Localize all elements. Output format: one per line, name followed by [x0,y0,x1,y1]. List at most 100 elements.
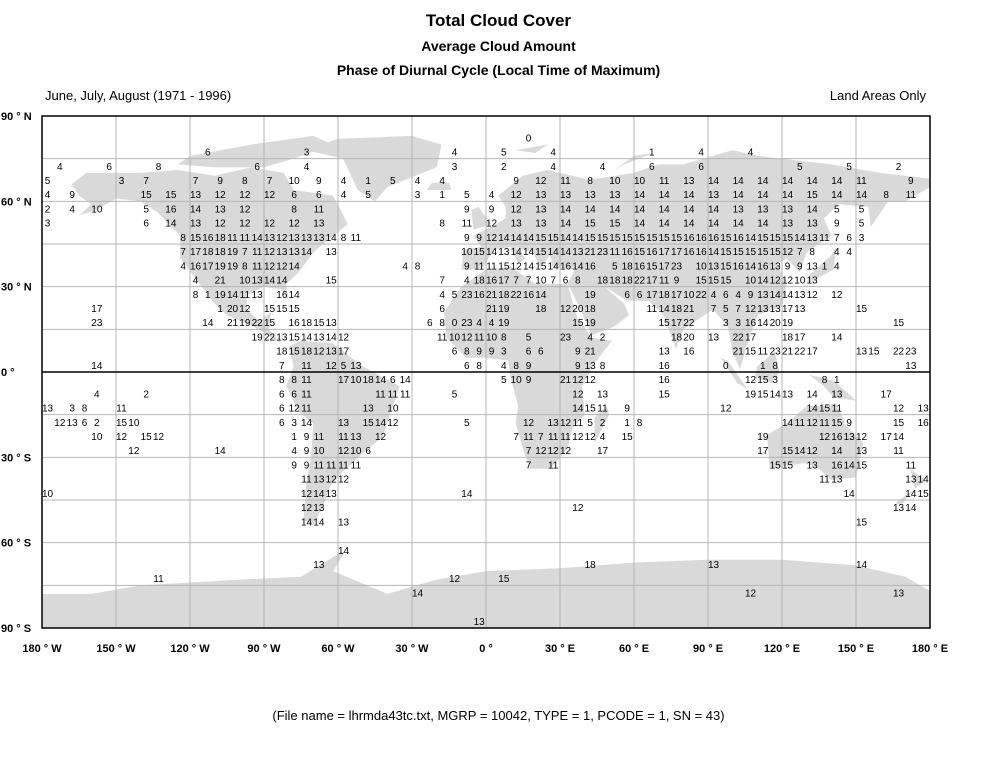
cell-value: 14 [893,432,905,443]
cell-value: 10 [91,432,103,443]
cell-value: 14 [461,489,473,500]
cell-value: 13 [190,219,202,230]
cell-value: 11 [326,460,337,471]
cell-value: 13 [313,233,325,244]
cell-value: 13 [252,290,264,301]
landmass [895,468,926,506]
cell-value: 15 [893,418,905,429]
cell-value: 13 [708,560,720,571]
cell-value: 11 [375,389,386,400]
cell-value: 21 [585,247,597,258]
cell-value: 12 [782,247,794,258]
cell-value: 11 [116,404,127,415]
cell-value: 15 [696,276,708,287]
cell-value: 8 [439,318,445,329]
cell-value: 11 [351,460,362,471]
cell-value: 14 [794,233,806,244]
cell-value: 13 [807,233,819,244]
cell-value: 6 [464,361,470,372]
cell-value: 19 [745,389,757,400]
cell-value: 16 [165,204,177,215]
cell-value: 10 [683,290,695,301]
file-info-footer: (File name = lhrmda43tc.txt, MGRP = 1004… [272,708,725,723]
cell-value: 15 [757,375,769,386]
cell-value: 15 [757,389,769,400]
cell-value: 4 [45,190,51,201]
cell-value: 8 [242,176,248,187]
cell-value: 12 [264,261,276,272]
cell-value: 11 [893,446,904,457]
cell-value: 15 [745,347,757,358]
cell-value: 23 [597,247,609,258]
cell-value: 21 [683,304,695,315]
cell-value: 8 [156,162,162,173]
cell-value: 13 [782,219,794,230]
cell-value: 12 [264,219,276,230]
cell-value: 13 [535,219,547,230]
cell-value: 14 [634,190,646,201]
landmass [720,357,748,390]
cell-value: 15 [782,233,794,244]
cell-value: 12 [449,574,461,585]
cell-value: 17 [782,304,794,315]
lon-tick-label: 150 ° E [838,643,874,655]
cell-value: 5 [452,290,458,301]
cell-value: 4 [452,148,458,159]
cell-value: 14 [560,204,572,215]
cell-value: 14 [215,446,227,457]
cell-value: 12 [215,190,227,201]
cell-value: 14 [338,546,350,557]
cell-value: 14 [659,190,671,201]
cell-value: 12 [338,332,350,343]
cell-value: 16 [560,261,572,272]
cell-value: 14 [560,219,572,230]
cell-value: 5 [341,361,347,372]
cell-value: 14 [535,290,547,301]
cell-value: 18 [782,332,794,343]
cell-value: 10 [239,276,251,287]
cell-value: 8 [193,290,199,301]
landmass [426,182,452,190]
cell-value: 14 [486,247,498,258]
cell-value: 13 [190,190,202,201]
lon-tick-label: 60 ° E [619,643,649,655]
cell-value: 5 [464,418,470,429]
cell-value: 15 [671,233,683,244]
cell-value: 14 [548,261,560,272]
cell-value: 6 [439,304,445,315]
cell-value: 12 [486,219,498,230]
cell-value: 16 [831,432,843,443]
cell-value: 19 [215,261,227,272]
cell-value: 12 [486,233,498,244]
cell-value: 18 [276,347,288,358]
cell-value: 14 [572,261,584,272]
cell-value: 21 [486,290,498,301]
cell-value: 11 [647,304,658,315]
cell-value: 8 [279,375,285,386]
cell-value: 6 [427,318,433,329]
cell-value: 21 [782,347,794,358]
cell-value: 12 [560,418,572,429]
cell-value: 14 [770,389,782,400]
cell-value: 10 [128,418,140,429]
cell-value: 20 [227,304,239,315]
cell-value: 12 [893,404,905,415]
lon-tick-label: 120 ° W [170,643,210,655]
cell-value: 15 [313,318,325,329]
cell-value: 14 [609,204,621,215]
cell-value: 15 [622,233,634,244]
cell-value: 15 [720,276,732,287]
cell-value: 8 [809,247,815,258]
cell-value: 13 [264,233,276,244]
cell-value: 12 [745,304,757,315]
region-label: Land Areas Only [829,88,926,103]
cell-value: 14 [301,517,313,528]
cell-value: 13 [905,361,917,372]
cell-value: 1 [822,261,828,272]
cell-value: 13 [831,475,843,486]
cell-value: 7 [143,176,149,187]
cell-value: 16 [585,261,597,272]
cell-value: 11 [227,233,238,244]
cell-value: 11 [388,389,399,400]
cell-value: 12 [745,375,757,386]
